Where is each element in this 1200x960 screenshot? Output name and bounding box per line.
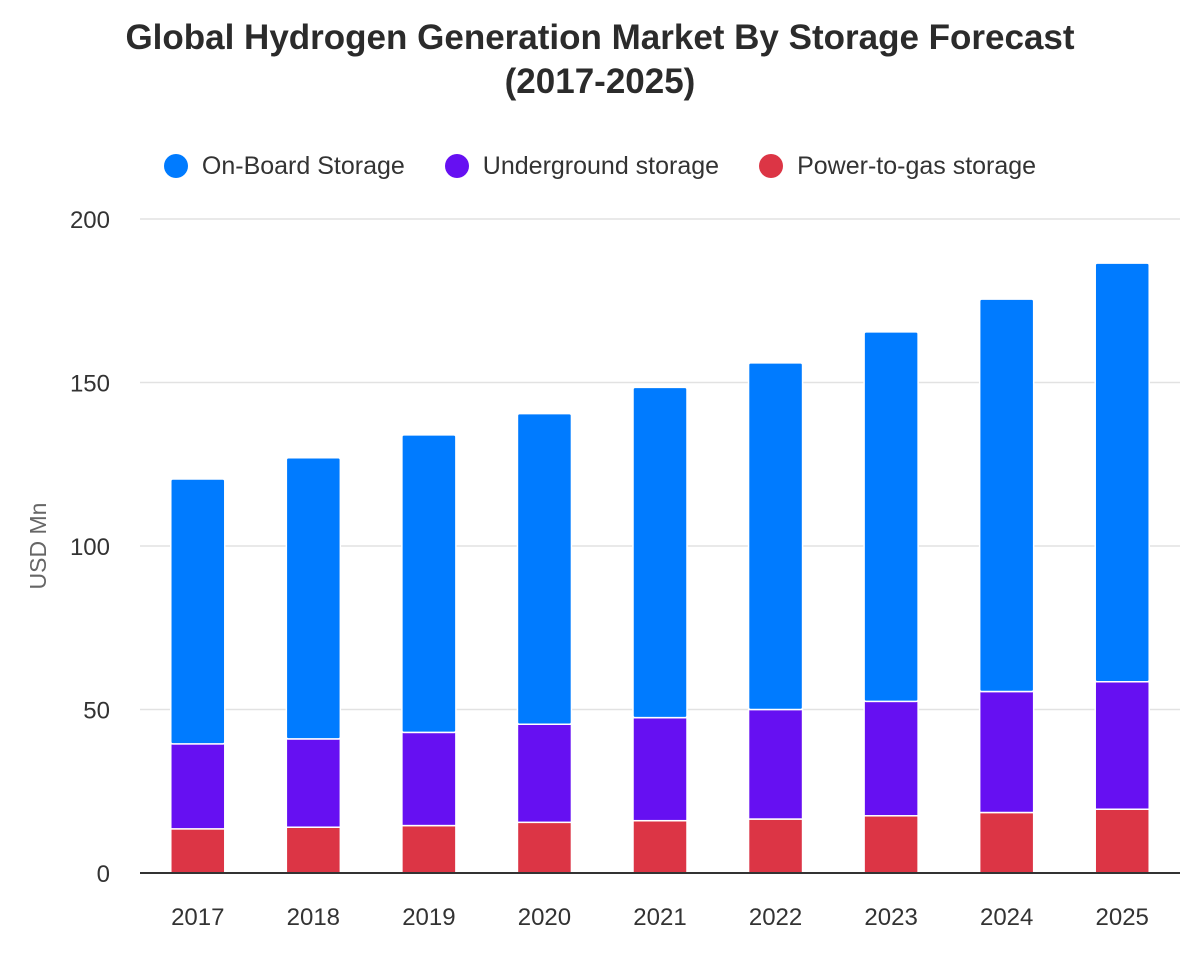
bar-underground-storage-2019[interactable] (401, 731, 457, 827)
x-tick-label-2022: 2022 (749, 904, 802, 931)
bar-underground-storage-2018[interactable] (285, 738, 342, 828)
legend-item-on-board-storage[interactable]: On-Board Storage (163, 151, 405, 181)
bar-power-to-gas-storage-2020[interactable] (516, 821, 573, 874)
bar-underground-storage-2025[interactable] (1094, 680, 1150, 810)
bar-power-to-gas-storage-2022[interactable] (747, 818, 804, 874)
legend-swatch-on-board-storage (163, 154, 188, 178)
x-tick-label-2017: 2017 (171, 904, 224, 931)
bar-underground-storage-2024[interactable] (978, 690, 1035, 814)
axes: 0 50 100 150 200 2017 2018 2019 2020 2021 2022 2023… (70, 207, 1180, 931)
bar-underground-storage-2017[interactable] (170, 743, 226, 830)
y-tick-label-0: 0 (97, 861, 110, 888)
y-axis-title: USD Mn (25, 503, 51, 590)
bar-power-to-gas-storage-2024[interactable] (978, 811, 1035, 874)
legend-label-power-to-gas-storage: Power-to-gas storage (797, 151, 1037, 180)
bar-power-to-gas-storage-2018[interactable] (285, 826, 342, 874)
bar-power-to-gas-storage-2023[interactable] (863, 815, 919, 874)
bar-on-board-storage-2019[interactable] (401, 434, 457, 734)
bar-on-board-storage-2017[interactable] (170, 478, 226, 745)
x-tick-label-2023: 2023 (864, 904, 917, 931)
bar-power-to-gas-storage-2017[interactable] (170, 828, 226, 874)
chart-title-line-2: (2017-2025) (504, 62, 696, 101)
legend-item-underground-storage[interactable]: Underground storage (444, 151, 720, 181)
y-tick-label-150: 150 (70, 371, 110, 398)
legend-swatch-underground-storage (444, 154, 469, 178)
chart-title-line-1: Global Hydrogen Generation Market By Sto… (125, 18, 1075, 57)
x-tick-label-2021: 2021 (633, 904, 686, 931)
bar-on-board-storage-2022[interactable] (747, 362, 804, 711)
bar-power-to-gas-storage-2019[interactable] (401, 824, 457, 874)
bar-underground-storage-2020[interactable] (516, 723, 573, 824)
y-tick-label-100: 100 (70, 534, 110, 561)
legend-label-on-board-storage: On-Board Storage (201, 151, 405, 180)
y-tick-label-200: 200 (70, 207, 110, 234)
bar-on-board-storage-2021[interactable] (632, 386, 688, 719)
x-tick-label-2025: 2025 (1096, 904, 1149, 931)
bar-power-to-gas-storage-2021[interactable] (632, 819, 688, 874)
legend-swatch-power-to-gas-storage (759, 154, 784, 178)
bar-on-board-storage-2025[interactable] (1094, 262, 1150, 683)
x-tick-label-2020: 2020 (518, 904, 571, 931)
bars (170, 262, 1150, 874)
x-tick-label-2018: 2018 (287, 904, 340, 931)
bar-underground-storage-2022[interactable] (747, 708, 804, 820)
y-tick-label-50: 50 (83, 698, 110, 725)
bar-on-board-storage-2024[interactable] (978, 298, 1035, 693)
bar-on-board-storage-2020[interactable] (516, 412, 573, 725)
chart-legend: On-Board Storage Underground storage Pow… (0, 148, 1200, 184)
bar-underground-storage-2021[interactable] (632, 716, 688, 822)
x-tick-label-2019: 2019 (402, 904, 455, 931)
chart-title: Global Hydrogen Generation Market By Sto… (0, 16, 1200, 104)
bar-underground-storage-2023[interactable] (863, 700, 919, 817)
bar-power-to-gas-storage-2025[interactable] (1094, 808, 1150, 874)
x-tick-label-2024: 2024 (980, 904, 1033, 931)
legend-item-power-to-gas-storage[interactable]: Power-to-gas storage (759, 152, 1036, 181)
bar-on-board-storage-2023[interactable] (863, 331, 919, 703)
bar-on-board-storage-2018[interactable] (285, 456, 342, 740)
legend-label-underground-storage: Underground storage (482, 151, 720, 180)
